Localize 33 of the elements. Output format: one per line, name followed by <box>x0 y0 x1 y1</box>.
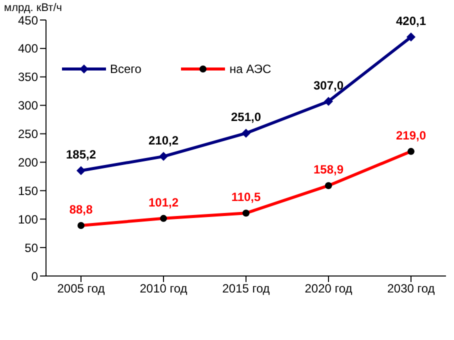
y-tick-label: 200 <box>18 155 38 170</box>
y-tick-label: 100 <box>18 212 38 226</box>
x-tick-label: 2015 год <box>222 282 270 296</box>
data-label: 185,2 <box>66 148 96 162</box>
data-label: 420,1 <box>396 14 426 28</box>
point <box>76 166 86 176</box>
data-label: 307,0 <box>313 78 344 92</box>
data-label: 88,8 <box>69 202 93 216</box>
point <box>159 152 168 161</box>
y-tick-label: 250 <box>18 127 38 142</box>
data-label: 101,2 <box>148 195 179 210</box>
x-tick-label: 2010 год <box>140 282 188 296</box>
y-tick-label: 350 <box>18 70 38 84</box>
data-label: 251,0 <box>230 110 262 124</box>
y-tick-label: 0 <box>31 269 38 284</box>
y-tick-label: 300 <box>18 98 38 113</box>
legend-label: на АЭС <box>229 62 272 76</box>
y-tick-label: 150 <box>18 184 38 198</box>
legend-label: Всего <box>110 62 142 76</box>
x-tick-label: 2005 год <box>57 282 105 296</box>
data-label: 210,2 <box>148 133 179 148</box>
data-label: 158,9 <box>313 162 344 177</box>
point <box>406 32 416 42</box>
y-tick-label: 450 <box>18 13 38 28</box>
x-tick-label: 2030 год <box>387 282 435 296</box>
data-label: 219,0 <box>396 128 426 142</box>
x-tick-label: 2020 год <box>304 282 352 296</box>
y-tick-label: 50 <box>24 240 38 255</box>
y-tick-label: 400 <box>18 42 38 56</box>
point <box>324 96 333 106</box>
y-axis-title: млрд. кВт/ч <box>4 2 62 14</box>
data-label: 110,5 <box>231 190 262 204</box>
point <box>242 128 250 138</box>
